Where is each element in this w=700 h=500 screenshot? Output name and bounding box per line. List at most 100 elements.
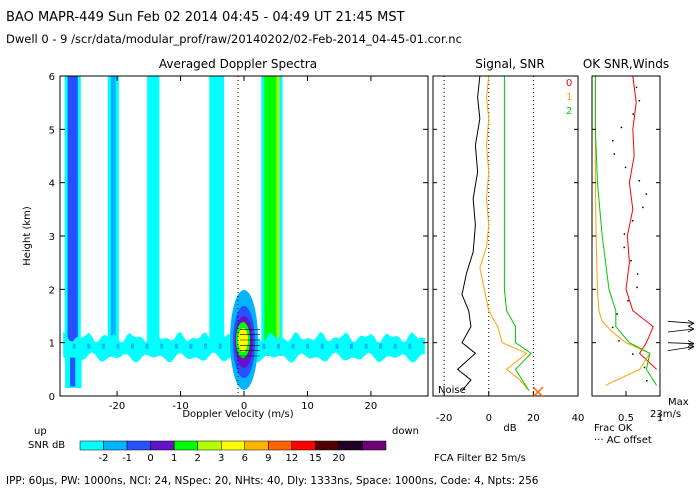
doppler-spectra-panel: Averaged Doppler Spectra 0 1 2 3 4 5 6 -20 -10 0 1…: [22, 57, 429, 437]
stripe-core-0: [67, 76, 78, 348]
colorbar-cell-4: [173, 440, 198, 451]
snr-title: Signal, SNR: [475, 57, 544, 71]
stripe-core-3: [212, 76, 222, 348]
band-speckle: [218, 343, 222, 349]
spectra-title: Averaged Doppler Spectra: [159, 57, 317, 71]
wind-arrow-shaft: [667, 328, 695, 333]
band-speckle: [160, 343, 164, 349]
winds-title: OK SNR,Winds: [583, 57, 669, 71]
colorbar-tick-label: 6: [242, 453, 248, 464]
colorbar-cell-10: [315, 440, 340, 451]
ac-offset-dots: [611, 86, 648, 382]
winds-x-tick-label: 0.5: [618, 413, 634, 424]
colorbar-tick-label: 0: [147, 453, 153, 464]
colorbar-cells: [79, 440, 387, 451]
colorbar-ticks: -2 -1 0 1 2 3 6 9 12 15 20: [99, 453, 346, 464]
winds-ticks: 0.5 1: [592, 75, 663, 424]
band-speckle: [145, 343, 149, 349]
y-tick-label: 3: [49, 232, 55, 243]
max-value: 23m/s: [650, 409, 681, 420]
winds-series-red: [625, 75, 657, 370]
colorbar-cell-11: [338, 440, 363, 451]
wind-arrow-head: [687, 328, 695, 333]
snr-x-tick-label: 0: [486, 413, 492, 424]
wind-arrow-shaft: [667, 342, 695, 345]
colorbar-tick-label: -1: [122, 453, 132, 464]
y-tick-label: 4: [49, 179, 55, 190]
y-tick-label: 6: [49, 72, 55, 83]
colorbar-cell-2: [126, 440, 151, 451]
footer-params: IPP: 60μs, PW: 1000ns, NCI: 24, NSpec: 2…: [6, 475, 539, 487]
colorbar-cell-12: [362, 440, 387, 451]
colorbar-cell-8: [268, 440, 293, 451]
colorbar-cell-1: [103, 440, 128, 451]
wind-arrow-head: [687, 340, 695, 345]
band-speckle: [276, 343, 280, 349]
snr-xlabel: dB: [503, 423, 516, 434]
band-speckle: [87, 343, 91, 349]
band-speckle: [291, 343, 295, 349]
stripe-core-2: [150, 76, 157, 348]
winds-lines: [594, 75, 658, 386]
winds-series-green: [594, 76, 658, 386]
band-speckle: [174, 343, 178, 349]
winds-series-orange: [594, 76, 651, 386]
ac-offset-dot: [643, 366, 646, 369]
stripe-core-1: [110, 76, 116, 348]
snr-series-0: [456, 75, 481, 391]
band-speckle: [72, 343, 76, 349]
ac-offset-dot: [623, 233, 626, 235]
ac-offset-dot: [631, 220, 634, 222]
band-speckle: [189, 343, 193, 349]
ac-offset-dot: [632, 113, 634, 115]
snr-lines: [456, 75, 532, 391]
spectra-ticks: 0 1 2 3 4 5 6 -20 -10 0 10 20: [49, 72, 428, 412]
fca-filter-label: FCA Filter B2 5m/s: [434, 453, 526, 464]
colorbar-cell-0: [79, 440, 104, 451]
ok-snr-winds-panel: OK SNR,Winds 012 0.5 1 Frac OK ··· AC off…: [566, 57, 695, 446]
colorbar-cell-6: [220, 440, 246, 451]
y-tick-label: 0: [49, 392, 55, 403]
y-tick-label: 2: [49, 285, 55, 296]
band-speckle: [393, 343, 397, 349]
snr-x-tick-label: 40: [572, 413, 585, 424]
ac-offset-dot: [618, 340, 620, 342]
down-label: down: [392, 426, 419, 437]
colorbar-tick-label: 2: [195, 453, 201, 464]
x-marker: [532, 386, 544, 398]
colorbar-tick-label: 15: [309, 453, 322, 464]
snr-series-1: [479, 75, 530, 391]
snr-x-tick-label: -20: [436, 413, 452, 424]
ac-offset-label: ··· AC offset: [594, 435, 652, 446]
band-speckle: [335, 343, 339, 349]
colorbar-tick-label: 12: [285, 453, 298, 464]
colorbar: SNR dB -2 -1 0 1 2 3 6 9 12 15 20: [28, 440, 387, 464]
wind-arrows: [667, 319, 695, 352]
spectra-xlabel: Doppler Velocity (m/s): [182, 409, 293, 420]
colorbar-cell-5: [197, 440, 222, 451]
band-speckle: [364, 343, 368, 349]
wind-arrow-shaft: [667, 320, 695, 324]
stripe-tail-core: [70, 357, 76, 387]
winds-x-tick-label: 1: [657, 413, 663, 424]
ac-offset-dot: [642, 206, 644, 209]
ac-offset-dot: [635, 86, 638, 89]
stripe-core-4: [264, 76, 280, 356]
wind-arrow-head: [687, 319, 695, 324]
wind-arrow-head: [687, 322, 695, 327]
band-speckle: [320, 343, 324, 349]
spectra-stripes: [64, 76, 283, 356]
band-speckle: [262, 343, 266, 349]
x-marker-stroke-b: [532, 386, 544, 398]
colorbar-tick-label: 9: [265, 453, 271, 464]
ac-offset-dot: [638, 180, 641, 182]
band-speckle: [204, 343, 208, 349]
x-tick-label: -10: [172, 401, 188, 412]
wind-arrow-shaft: [667, 346, 695, 352]
ac-offset-dot: [623, 246, 625, 249]
colorbar-tick-label: -2: [99, 453, 109, 464]
winds-legend: 0 1 2: [566, 78, 572, 117]
band-speckle: [306, 343, 310, 349]
band-speckle: [131, 343, 135, 349]
header-line2: Dwell 0 - 9 /scr/data/modular_prof/raw/2…: [6, 32, 462, 46]
